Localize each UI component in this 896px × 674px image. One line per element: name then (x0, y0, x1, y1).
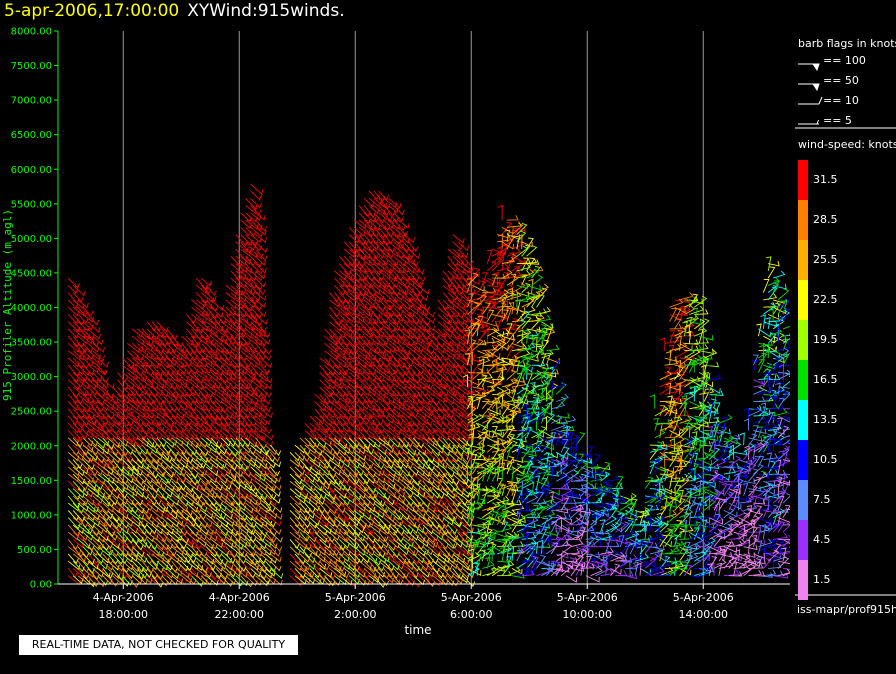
barb-legend-label: == 50 (823, 74, 859, 87)
speed-color-swatch (798, 160, 808, 200)
speed-legend-label: 13.5 (813, 413, 838, 426)
y-tick-label: 3000.00 (11, 372, 52, 383)
x-tick-date: 5-Apr-2006 (673, 591, 734, 604)
title-product: XYWind:915winds. (187, 1, 345, 21)
speed-legend-label: 7.5 (813, 493, 831, 506)
speed-color-swatch (798, 320, 808, 360)
y-axis-label: 915 Profiler Altitude (m agl) (1, 209, 14, 401)
speed-color-swatch (798, 480, 808, 520)
chart-title: 5-apr-2006,17:00:00 XYWind:915winds. (4, 1, 345, 21)
legend-panel: barb flags in knots wind-speed: knots ==… (795, 28, 896, 624)
barb-legend-label: == 5 (823, 114, 852, 127)
x-tick-date: 4-Apr-2006 (93, 591, 154, 604)
x-tick-time: 10:00:00 (563, 608, 612, 621)
barb-legend-label: == 100 (823, 54, 866, 67)
y-tick-label: 500.00 (17, 545, 52, 556)
legend-barb-flag (812, 63, 820, 72)
x-tick-time: 6:00:00 (450, 608, 492, 621)
y-tick-label: 2000.00 (11, 441, 52, 452)
speed-legend-label: 10.5 (813, 453, 838, 466)
speed-color-swatch (798, 200, 808, 240)
y-tick-label: 7500.00 (11, 61, 52, 72)
x-tick-time: 18:00:00 (99, 608, 148, 621)
title-datetime: 5-apr-2006,17:00:00 (4, 1, 180, 21)
speed-legend-label: 19.5 (813, 333, 838, 346)
speed-legend-title: wind-speed: knots (798, 138, 896, 151)
axes: 0.00 500.00 1000.00 1500.00 2000.00 2500.00 30… (11, 27, 790, 621)
wind-barb-group (548, 417, 790, 583)
y-tick-label: 6000.00 (11, 165, 52, 176)
speed-legend-label: 28.5 (813, 213, 838, 226)
y-tick-label: 6500.00 (11, 130, 52, 141)
x-tick-time: 2:00:00 (334, 608, 376, 621)
speed-color-swatch (798, 560, 808, 600)
wind-barb-group (514, 298, 790, 578)
speed-legend-label: 16.5 (813, 373, 838, 386)
y-tick-label: 4000.00 (11, 303, 52, 314)
y-tick-label: 7000.00 (11, 96, 52, 107)
x-tick-date: 5-Apr-2006 (325, 591, 386, 604)
speed-legend-label: 25.5 (813, 253, 838, 266)
x-tick-time: 14:00:00 (679, 608, 728, 621)
wind-plot: 0.00 500.00 1000.00 1500.00 2000.00 2500.00 30… (1, 27, 790, 637)
y-tick-label: 1500.00 (11, 476, 52, 487)
x-tick-time: 22:00:00 (215, 608, 264, 621)
legend-barb-flag (816, 119, 819, 125)
quality-disclaimer: REAL-TIME DATA, NOT CHECKED FOR QUALITY (19, 635, 298, 655)
y-tick-label: 2500.00 (11, 407, 52, 418)
legend-barb-flag (818, 96, 823, 105)
speed-legend-label: 4.5 (813, 533, 831, 546)
speed-color-swatch (798, 440, 808, 480)
x-tick-date: 5-Apr-2006 (557, 591, 618, 604)
y-tick-label: 3500.00 (11, 338, 52, 349)
legend-barb-flag (812, 83, 820, 92)
speed-color-swatch (798, 360, 808, 400)
speed-color-swatch (798, 280, 808, 320)
y-tick-label: 4500.00 (11, 268, 52, 279)
y-tick-label: 8000.00 (11, 27, 52, 38)
y-tick-label: 0.00 (30, 580, 52, 591)
x-axis-label: time (404, 623, 431, 637)
speed-color-swatch (798, 520, 808, 560)
wind-barb-group (67, 221, 698, 588)
wind-barb-group (465, 268, 790, 579)
speed-legend-label: 1.5 (813, 573, 831, 586)
y-tick-label: 5000.00 (11, 234, 52, 245)
wind-barb-group (67, 235, 788, 588)
speed-color-swatch (798, 240, 808, 280)
x-tick-date: 5-Apr-2006 (441, 591, 502, 604)
speed-legend-label: 22.5 (813, 293, 838, 306)
y-tick-label: 1000.00 (11, 510, 52, 521)
speed-color-swatch (798, 400, 808, 440)
barb-legend-title: barb flags in knots (798, 37, 896, 50)
speed-legend-label: 31.5 (813, 173, 838, 186)
x-tick-date: 4-Apr-2006 (209, 591, 270, 604)
y-tick-label: 5500.00 (11, 199, 52, 210)
legend-graphics (795, 63, 896, 600)
barb-legend-label: == 10 (823, 94, 859, 107)
data-source-label: iss-mapr/prof915h (797, 603, 896, 616)
wind-barbs (67, 183, 790, 588)
